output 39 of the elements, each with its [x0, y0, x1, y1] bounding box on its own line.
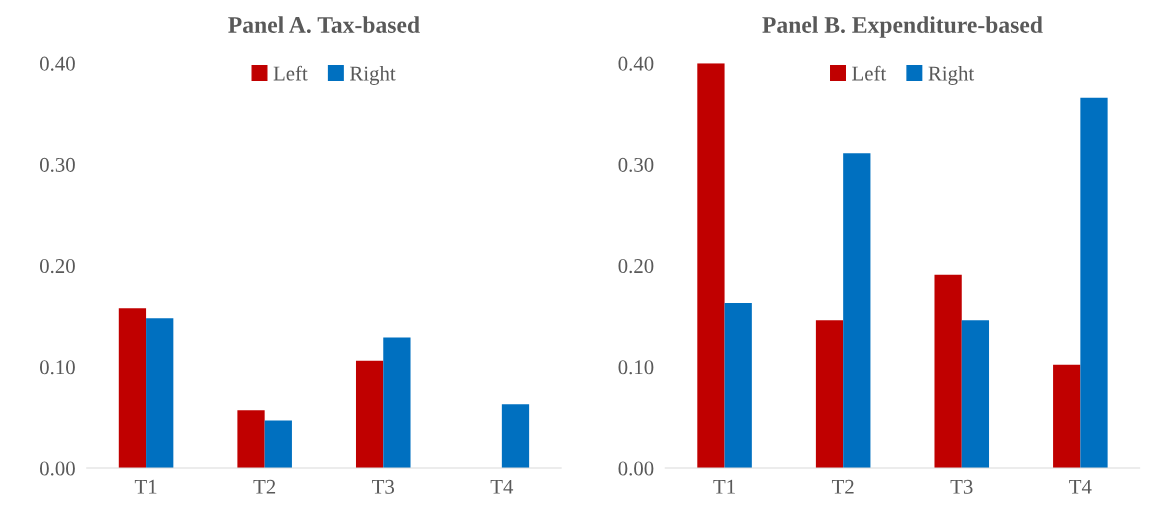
bar [815, 320, 844, 469]
y-tick-label: 0.00 [618, 461, 654, 476]
bar [1080, 97, 1108, 469]
legend-label: Right [928, 65, 975, 85]
y-tick-label: 0.20 [40, 259, 75, 274]
chart-title: Panel B. Expenditure-based [762, 16, 1043, 38]
bar [355, 360, 384, 469]
bar [843, 153, 871, 469]
x-tick-label: T1 [134, 479, 157, 494]
y-tick-label: 0.40 [40, 56, 75, 71]
bar [264, 420, 292, 469]
x-tick-label: T3 [372, 479, 395, 494]
bar [1053, 364, 1081, 469]
bar [118, 308, 147, 469]
x-tick-label: T1 [713, 479, 735, 494]
x-tick-label: T4 [490, 479, 514, 494]
y-tick-label: 0.30 [40, 157, 75, 172]
x-tick-label: T2 [253, 479, 276, 494]
y-tick-label: 0.30 [618, 157, 654, 172]
legend-label: Left [852, 65, 887, 81]
x-tick-label: T2 [831, 479, 854, 494]
bar [501, 404, 530, 469]
y-tick-label: 0.10 [618, 360, 654, 375]
bar [961, 320, 990, 469]
y-tick-label: 0.20 [618, 259, 654, 274]
legend-label: Left [273, 65, 308, 81]
x-tick-label: T4 [1069, 479, 1092, 494]
x-tick-label: T3 [950, 479, 973, 494]
y-tick-label: 0.40 [618, 56, 654, 71]
bar [237, 410, 265, 469]
bar [934, 274, 962, 469]
bar [383, 337, 411, 469]
y-tick-label: 0.10 [40, 360, 75, 375]
y-tick-label: 0.00 [40, 461, 75, 476]
bar [724, 303, 752, 469]
chart-title: Panel A. Tax-based [228, 16, 420, 34]
bar [146, 318, 174, 469]
bar [697, 63, 725, 469]
legend-label: Right [350, 65, 396, 85]
